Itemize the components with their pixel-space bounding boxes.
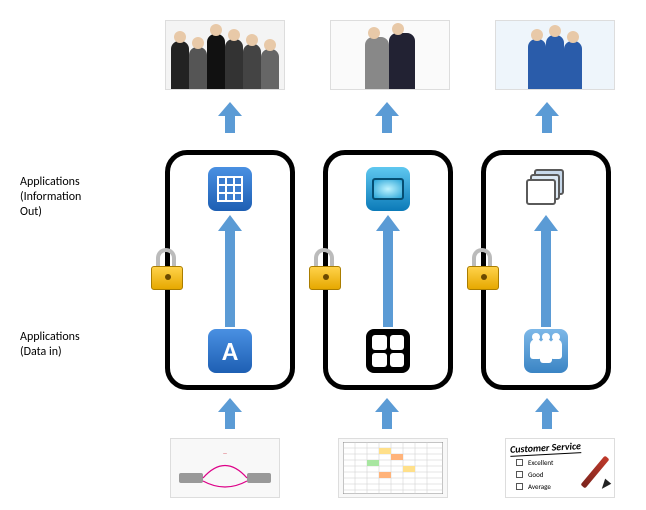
label-in-line1: Applications (20, 330, 80, 345)
application-box-row: A (165, 150, 611, 390)
lock-icon (466, 250, 500, 290)
application-box-3 (481, 150, 611, 390)
arrow-up-top-1 (218, 102, 242, 132)
arrow-up-inner-3 (534, 215, 558, 325)
monitor-icon (366, 167, 410, 211)
window-stack-icon (524, 167, 568, 211)
survey-opt-0: Excellent (528, 458, 553, 467)
survey-title: Customer Service (510, 439, 582, 457)
people-image-business-group (165, 20, 285, 90)
label-applications-in: Applications (Data in) (20, 330, 80, 360)
label-applications-out: Applications (Information Out) (20, 175, 81, 220)
arrow-up-inner-2 (376, 215, 400, 325)
application-box-1: A (165, 150, 295, 390)
survey-opt-1: Good (528, 470, 543, 479)
label-in-line2: (Data in) (20, 345, 80, 360)
lock-icon (150, 250, 184, 290)
label-out-line2: (Information (20, 190, 81, 205)
arrow-up-top-2 (375, 102, 399, 132)
source-image-spreadsheet (338, 438, 448, 498)
arrow-up-inner-1 (218, 215, 242, 325)
four-square-icon (366, 329, 410, 373)
application-box-2 (323, 150, 453, 390)
arrow-up-bottom-1 (218, 398, 242, 428)
appstore-icon: A (208, 329, 252, 373)
grid-app-icon (208, 167, 252, 211)
source-row: — Customer Service Excellent (170, 438, 615, 498)
survey-opt-2: Average (528, 482, 551, 491)
svg-text:—: — (223, 451, 228, 457)
people-row (165, 20, 615, 90)
people-image-office-pair (330, 20, 450, 90)
source-image-customer-survey: Customer Service Excellent Good Average (505, 438, 615, 498)
source-image-car-diagram: — (170, 438, 280, 498)
people-image-engineers (495, 20, 615, 90)
lock-icon (308, 250, 342, 290)
arrow-up-top-3 (535, 102, 559, 132)
users-icon (524, 329, 568, 373)
arrow-up-bottom-3 (535, 398, 559, 428)
arrow-up-bottom-2 (375, 398, 399, 428)
label-out-line1: Applications (20, 175, 81, 190)
label-out-line3: Out) (20, 205, 81, 220)
